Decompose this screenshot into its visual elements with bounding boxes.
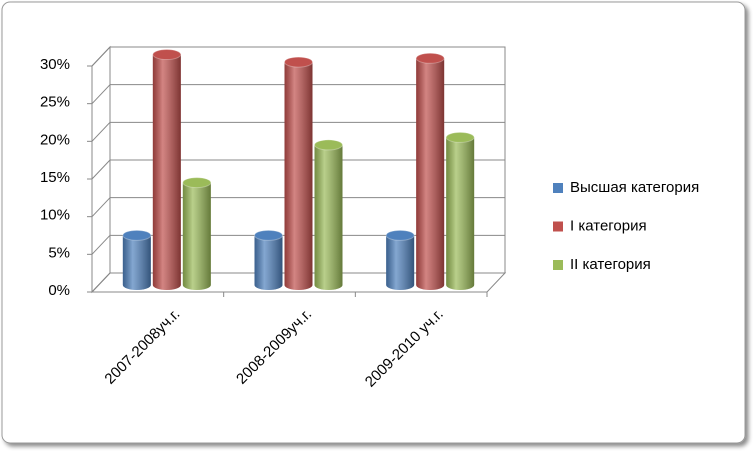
bar-shade — [416, 58, 445, 290]
bar — [445, 131, 475, 290]
bar — [284, 56, 313, 290]
grid-line — [91, 46, 111, 67]
bar-shade — [284, 62, 313, 290]
legend-label: II категория — [570, 256, 651, 273]
bar-shade — [254, 235, 283, 290]
bar-top — [314, 139, 343, 151]
bar-top — [152, 49, 182, 61]
legend-label: I категория — [570, 217, 647, 234]
bar-shade — [122, 235, 151, 290]
bar-shade — [182, 182, 211, 290]
bar — [182, 177, 212, 290]
bar — [152, 49, 182, 291]
bar-shade — [314, 144, 343, 290]
grid-line — [91, 159, 111, 180]
grid-line — [91, 272, 111, 293]
bar-top — [182, 177, 212, 189]
grid-line — [91, 84, 111, 105]
grid-line — [91, 234, 111, 255]
bar — [122, 229, 152, 290]
bar-top — [122, 229, 152, 241]
bar-top — [385, 229, 415, 241]
y-tick-label: 15% — [40, 169, 70, 186]
bar-top — [445, 131, 475, 143]
bar — [254, 229, 283, 290]
bar-shade — [152, 54, 181, 291]
grid-line — [91, 121, 111, 142]
bar — [314, 139, 343, 290]
bar-shade — [386, 235, 415, 290]
y-tick-label: 10% — [40, 207, 70, 224]
legend-swatch — [553, 260, 563, 270]
y-tick-label: 25% — [40, 94, 70, 111]
bar-top — [284, 56, 313, 68]
y-tick-label: 0% — [48, 282, 70, 299]
y-tick-label: 20% — [40, 131, 70, 148]
bar — [385, 229, 415, 290]
legend-swatch — [553, 183, 563, 193]
legend-label: Высшая категория — [570, 179, 699, 196]
legend-swatch — [553, 221, 563, 232]
bar-top — [415, 52, 445, 64]
y-tick-label: 5% — [48, 244, 70, 261]
y-tick-label: 30% — [40, 56, 70, 73]
bar-top — [254, 229, 283, 241]
bar — [415, 52, 445, 290]
bar-shade — [446, 137, 475, 290]
grid-line — [91, 197, 111, 218]
